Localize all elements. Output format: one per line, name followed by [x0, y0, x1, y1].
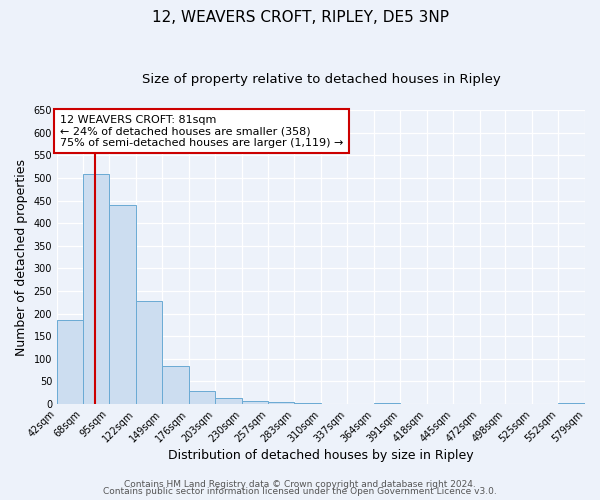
Bar [189, 390, 215, 404]
Bar [83, 174, 109, 404]
Text: Contains HM Land Registry data © Crown copyright and database right 2024.: Contains HM Land Registry data © Crown c… [124, 480, 476, 489]
Text: 12 WEAVERS CROFT: 81sqm
← 24% of detached houses are smaller (358)
75% of semi-d: 12 WEAVERS CROFT: 81sqm ← 24% of detache… [59, 114, 343, 148]
Text: Contains public sector information licensed under the Open Government Licence v3: Contains public sector information licen… [103, 487, 497, 496]
Bar [242, 401, 268, 404]
Title: Size of property relative to detached houses in Ripley: Size of property relative to detached ho… [142, 72, 500, 86]
Bar [268, 402, 294, 404]
Bar [215, 398, 242, 404]
X-axis label: Distribution of detached houses by size in Ripley: Distribution of detached houses by size … [168, 450, 474, 462]
Bar [294, 403, 320, 404]
Bar [136, 301, 162, 404]
Bar [162, 366, 189, 404]
Bar [374, 403, 400, 404]
Bar [559, 403, 585, 404]
Text: 12, WEAVERS CROFT, RIPLEY, DE5 3NP: 12, WEAVERS CROFT, RIPLEY, DE5 3NP [151, 10, 449, 25]
Bar [109, 205, 136, 404]
Y-axis label: Number of detached properties: Number of detached properties [15, 158, 28, 356]
Bar [57, 320, 83, 404]
